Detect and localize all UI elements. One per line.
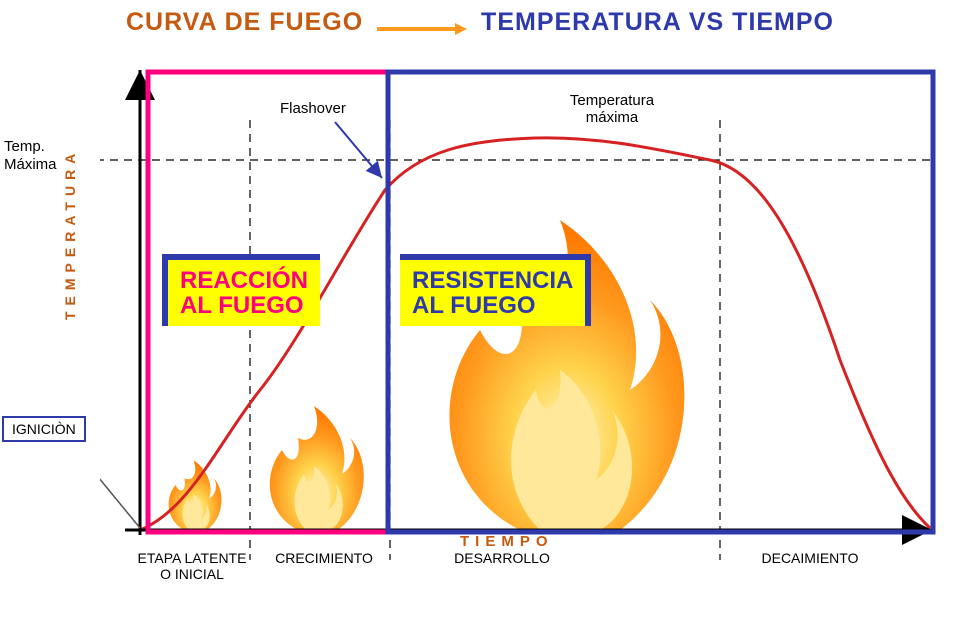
phase-3-label: DESARROLLO (432, 550, 572, 566)
flashover-arrow (335, 122, 382, 178)
temp-max-top-label: Temperatura máxima (542, 92, 682, 126)
flashover-label: Flashover (280, 100, 346, 117)
temp-max-left-label: Temp. Máxima (4, 138, 57, 174)
reaccion-callout: REACCIÓN AL FUEGO (162, 254, 320, 326)
ignicion-pointer (100, 438, 140, 528)
ignicion-label: IGNICIÒN (2, 416, 86, 442)
reaccion-line2: AL FUEGO (180, 292, 304, 319)
reaccion-line1: REACCIÓN (180, 267, 308, 294)
phase-1-line1: ETAPA LATENTE (138, 550, 247, 566)
title-arrow-icon (377, 14, 467, 28)
flame-medium-icon (270, 406, 364, 530)
title-left: CURVA DE FUEGO (126, 8, 363, 36)
resistencia-line1: RESISTENCIA (412, 267, 573, 294)
title-right: TEMPERATURA VS TIEMPO (481, 8, 834, 36)
temp-max-left-line2: Máxima (4, 156, 57, 173)
x-axis-label: TIEMPO (460, 533, 554, 550)
phase-1-line2: O INICIAL (160, 566, 224, 582)
flame-small-icon (169, 460, 222, 530)
phase-2-label: CRECIMIENTO (264, 550, 384, 566)
phase-4-label: DECAIMIENTO (740, 550, 880, 566)
page-title: CURVA DE FUEGO TEMPERATURA VS TIEMPO (0, 8, 960, 37)
y-axis-label: TEMPERATURA (62, 148, 78, 320)
temp-max-top-line1: Temperatura (570, 92, 654, 109)
resistencia-line2: AL FUEGO (412, 292, 536, 319)
phase-1-label: ETAPA LATENTE O INICIAL (122, 550, 262, 582)
temp-max-top-line2: máxima (586, 109, 639, 126)
temp-max-left-line1: Temp. (4, 138, 45, 155)
resistencia-callout: RESISTENCIA AL FUEGO (400, 254, 591, 326)
